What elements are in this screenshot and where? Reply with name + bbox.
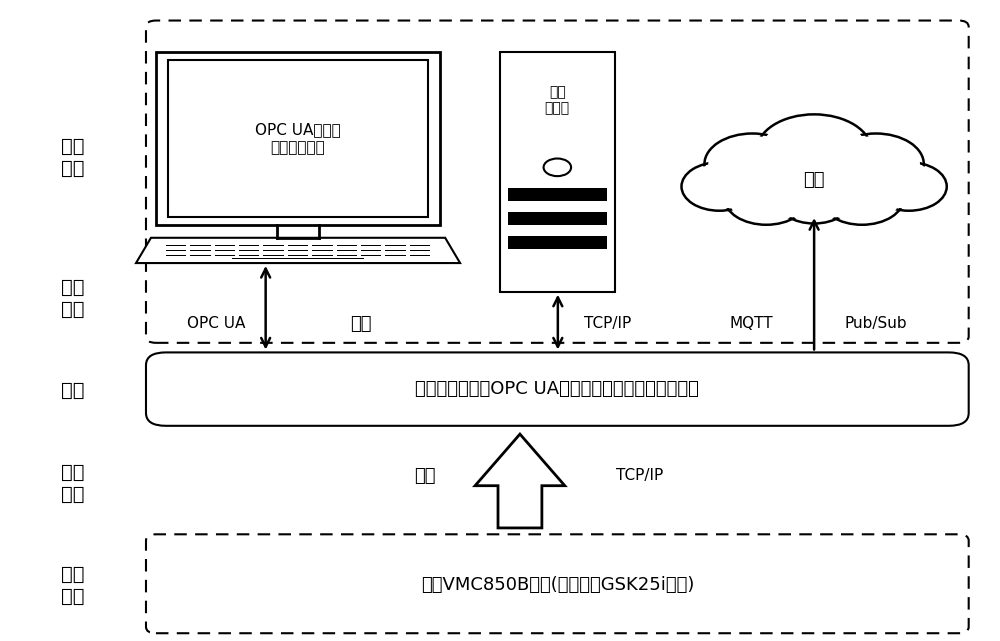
Text: OPC UA: OPC UA	[187, 316, 245, 331]
FancyBboxPatch shape	[156, 53, 440, 225]
FancyBboxPatch shape	[215, 245, 235, 246]
FancyBboxPatch shape	[312, 250, 333, 251]
Text: Pub/Sub: Pub/Sub	[845, 316, 907, 331]
FancyBboxPatch shape	[361, 255, 381, 256]
Text: 外部
应用: 外部 应用	[61, 137, 85, 178]
FancyBboxPatch shape	[215, 250, 235, 251]
FancyBboxPatch shape	[166, 255, 186, 256]
Text: TCP/IP: TCP/IP	[584, 316, 631, 331]
FancyBboxPatch shape	[190, 255, 211, 256]
FancyBboxPatch shape	[263, 255, 284, 256]
Polygon shape	[136, 238, 460, 263]
FancyBboxPatch shape	[410, 245, 430, 246]
Circle shape	[724, 171, 808, 225]
Circle shape	[832, 136, 920, 192]
Text: 标准
接口: 标准 接口	[61, 278, 85, 319]
FancyBboxPatch shape	[312, 245, 333, 246]
FancyBboxPatch shape	[215, 255, 235, 256]
Text: 宝鸡VMC850B机床(广州数控GSK25i系统): 宝鸡VMC850B机床(广州数控GSK25i系统)	[421, 576, 695, 594]
Text: MQTT: MQTT	[729, 316, 773, 331]
FancyBboxPatch shape	[166, 245, 186, 246]
Circle shape	[685, 164, 754, 209]
Text: 网关: 网关	[61, 381, 85, 400]
Circle shape	[828, 133, 924, 195]
FancyBboxPatch shape	[312, 255, 333, 256]
FancyBboxPatch shape	[337, 245, 357, 246]
FancyBboxPatch shape	[410, 255, 430, 256]
FancyBboxPatch shape	[410, 250, 430, 251]
FancyBboxPatch shape	[232, 258, 364, 259]
FancyBboxPatch shape	[288, 250, 308, 251]
FancyBboxPatch shape	[239, 250, 259, 251]
Circle shape	[728, 173, 805, 222]
Circle shape	[874, 164, 944, 209]
FancyBboxPatch shape	[337, 250, 357, 251]
FancyBboxPatch shape	[385, 255, 406, 256]
Circle shape	[756, 114, 872, 188]
FancyBboxPatch shape	[508, 212, 607, 225]
Text: 本发明一种基于OPC UA的产线边缘设备纵向集成网关: 本发明一种基于OPC UA的产线边缘设备纵向集成网关	[415, 380, 699, 398]
FancyBboxPatch shape	[146, 353, 969, 426]
Text: 有线: 有线	[414, 467, 436, 485]
Circle shape	[871, 162, 947, 211]
FancyBboxPatch shape	[385, 245, 406, 246]
Circle shape	[776, 175, 852, 224]
FancyBboxPatch shape	[166, 250, 186, 251]
FancyBboxPatch shape	[190, 250, 211, 251]
FancyBboxPatch shape	[508, 235, 607, 249]
Text: 边缘
设备: 边缘 设备	[61, 565, 85, 606]
Circle shape	[779, 177, 849, 222]
FancyBboxPatch shape	[288, 255, 308, 256]
FancyBboxPatch shape	[385, 250, 406, 251]
FancyBboxPatch shape	[263, 245, 284, 246]
FancyBboxPatch shape	[508, 188, 607, 201]
Text: OPC UA客户端
数据交互软件: OPC UA客户端 数据交互软件	[255, 122, 341, 155]
FancyBboxPatch shape	[361, 245, 381, 246]
Text: 云端: 云端	[803, 171, 825, 189]
FancyBboxPatch shape	[337, 255, 357, 256]
Text: TCP/IP: TCP/IP	[616, 468, 663, 483]
Circle shape	[704, 133, 800, 195]
FancyBboxPatch shape	[190, 245, 211, 246]
FancyBboxPatch shape	[168, 60, 428, 217]
Circle shape	[823, 173, 901, 222]
Polygon shape	[475, 434, 565, 528]
FancyBboxPatch shape	[239, 245, 259, 246]
Circle shape	[761, 117, 867, 185]
Circle shape	[708, 136, 796, 192]
Text: 无线: 无线	[350, 315, 371, 333]
FancyBboxPatch shape	[263, 250, 284, 251]
Circle shape	[820, 171, 904, 225]
FancyBboxPatch shape	[500, 53, 615, 292]
Text: 通信
协议: 通信 协议	[61, 463, 85, 504]
Circle shape	[681, 162, 757, 211]
Text: 产线
服务器: 产线 服务器	[545, 85, 570, 115]
FancyBboxPatch shape	[288, 245, 308, 246]
FancyBboxPatch shape	[239, 255, 259, 256]
FancyBboxPatch shape	[361, 250, 381, 251]
